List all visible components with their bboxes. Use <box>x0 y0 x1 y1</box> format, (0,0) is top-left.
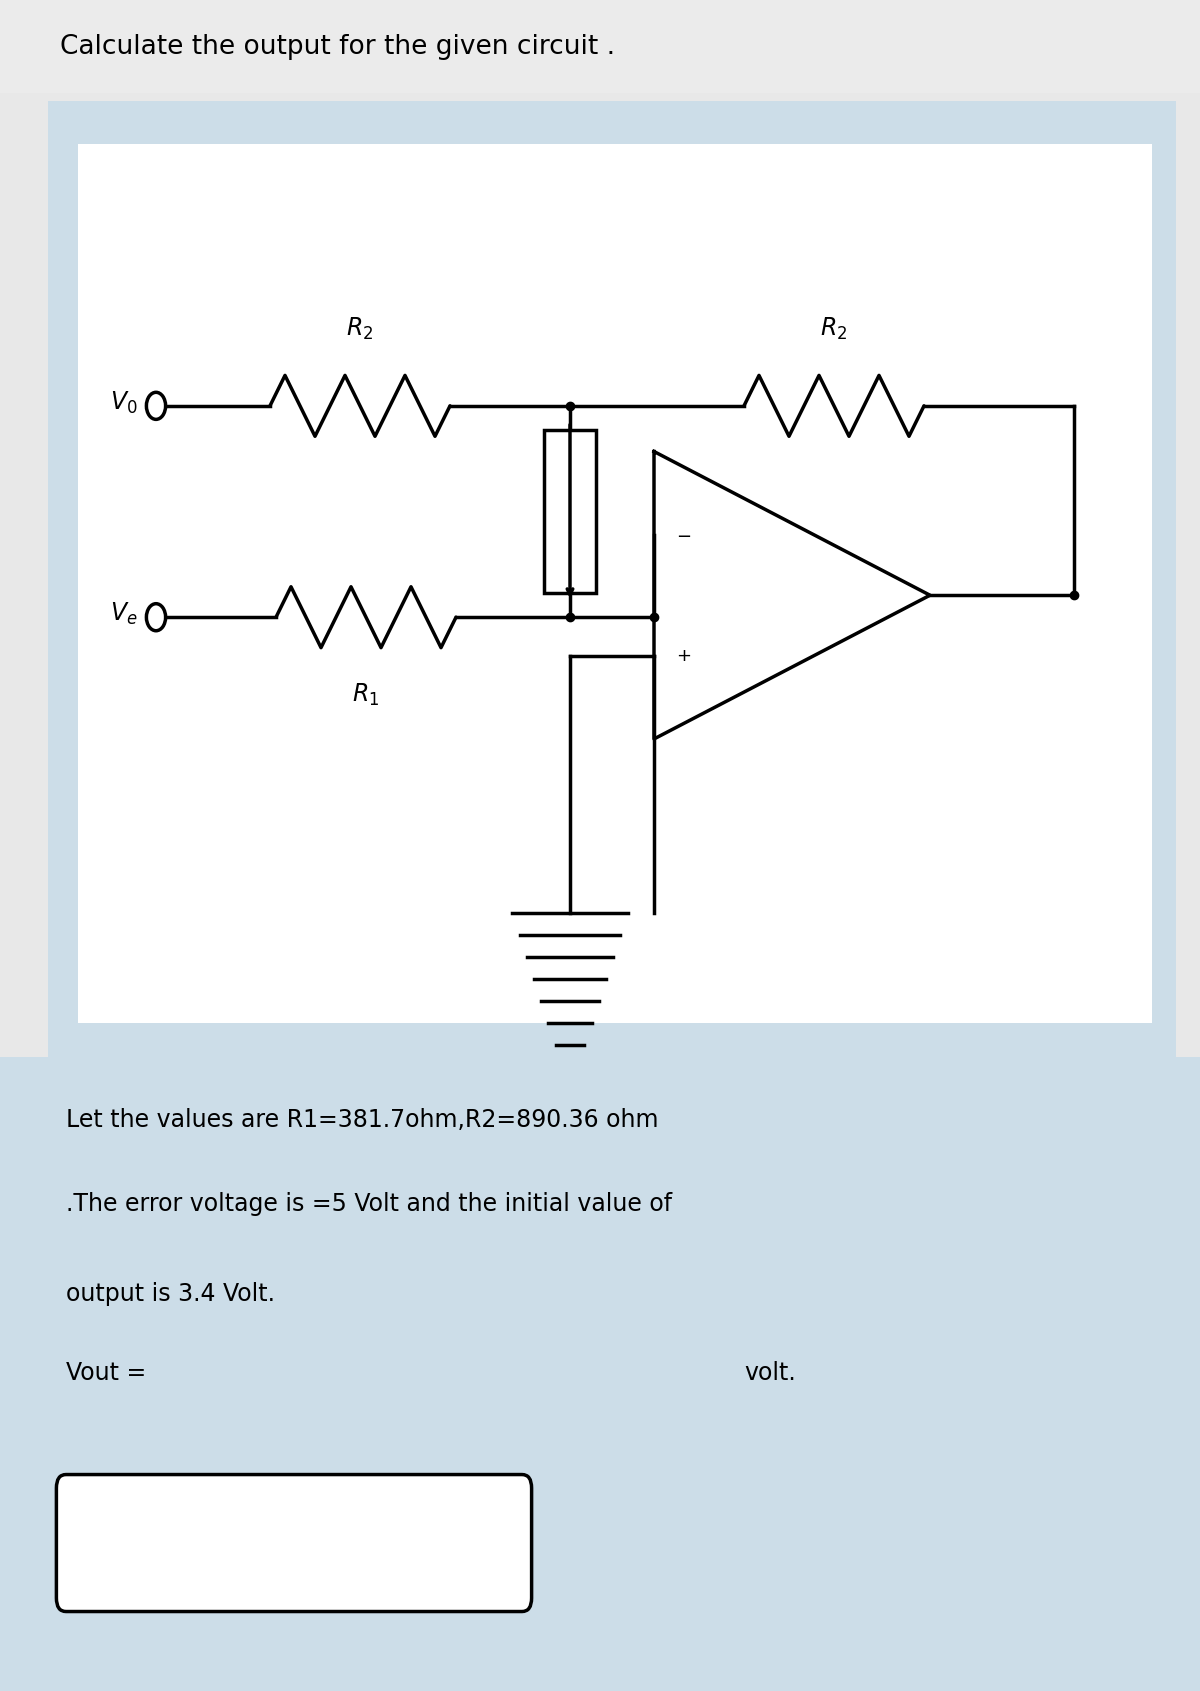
Bar <box>48 101 1176 1057</box>
Text: output is 3.4 Volt.: output is 3.4 Volt. <box>66 1282 275 1305</box>
Circle shape <box>146 392 166 419</box>
Text: $R_1$: $R_1$ <box>353 681 379 707</box>
Circle shape <box>146 604 166 631</box>
Text: Calculate the output for the given circuit .: Calculate the output for the given circu… <box>60 34 616 61</box>
Text: $V_e$: $V_e$ <box>110 600 138 627</box>
Text: Vout =: Vout = <box>66 1361 146 1385</box>
Bar <box>78 144 1152 1023</box>
Text: $-$: $-$ <box>676 526 691 545</box>
Text: volt.: volt. <box>744 1361 796 1385</box>
Bar <box>0 0 1200 93</box>
Text: $V_0$: $V_0$ <box>110 389 138 416</box>
Bar <box>0 1057 1200 1691</box>
Text: Let the values are R1=381.7ohm,R2=890.36 ohm: Let the values are R1=381.7ohm,R2=890.36… <box>66 1108 659 1131</box>
Text: $R_2$: $R_2$ <box>347 316 373 342</box>
Text: $R_2$: $R_2$ <box>821 316 847 342</box>
Bar <box>544 430 596 592</box>
Text: $+$: $+$ <box>676 646 691 665</box>
FancyBboxPatch shape <box>56 1475 532 1612</box>
Text: .The error voltage is =5 Volt and the initial value of: .The error voltage is =5 Volt and the in… <box>66 1192 672 1216</box>
